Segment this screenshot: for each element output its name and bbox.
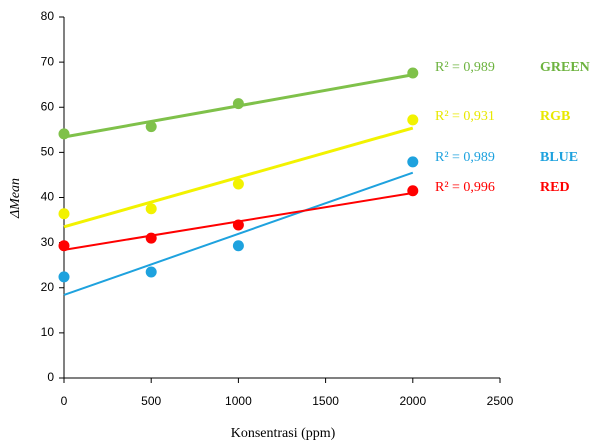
r2-label: R² = 0,931 <box>435 109 495 124</box>
point <box>58 271 70 283</box>
r2-label: R² = 0,989 <box>435 150 495 165</box>
x-tick-label: 0 <box>61 394 68 408</box>
y-tick-label: 60 <box>41 99 55 113</box>
point <box>58 240 70 252</box>
series-label: RGB <box>540 109 570 124</box>
x-tick-label: 500 <box>141 394 161 408</box>
point <box>232 178 244 190</box>
point <box>407 67 419 79</box>
y-tick-label: 0 <box>47 370 54 384</box>
series-label: GREEN <box>540 60 590 75</box>
point <box>407 156 419 168</box>
x-tick-label: 1500 <box>312 394 339 408</box>
point <box>145 121 157 133</box>
x-tick-label: 1000 <box>225 394 252 408</box>
point <box>232 219 244 231</box>
point <box>407 185 419 197</box>
point <box>58 208 70 220</box>
point <box>145 232 157 244</box>
point <box>232 240 244 252</box>
x-tick-label: 2500 <box>487 394 514 408</box>
x-axis-title: Konsentrasi (ppm) <box>231 426 336 441</box>
trendline <box>63 126 414 229</box>
y-tick-label: 80 <box>41 9 55 23</box>
point <box>58 128 70 140</box>
y-tick-label: 10 <box>41 325 55 339</box>
y-tick-label: 40 <box>41 190 55 204</box>
x-tick-label: 2000 <box>399 394 426 408</box>
point <box>232 98 244 110</box>
r2-label: R² = 0,989 <box>435 60 495 75</box>
point <box>145 203 157 215</box>
series-label: BLUE <box>540 150 578 165</box>
point <box>407 114 419 126</box>
y-tick-label: 70 <box>41 54 55 68</box>
y-tick-label: 50 <box>41 145 55 159</box>
r2-label: R² = 0,996 <box>435 180 495 195</box>
trendline <box>63 171 414 296</box>
y-axis-title: ΔMean <box>8 178 23 219</box>
y-tick-label: 20 <box>41 280 55 294</box>
point <box>145 266 157 278</box>
series-label: RED <box>540 180 570 195</box>
y-tick-label: 30 <box>41 235 55 249</box>
